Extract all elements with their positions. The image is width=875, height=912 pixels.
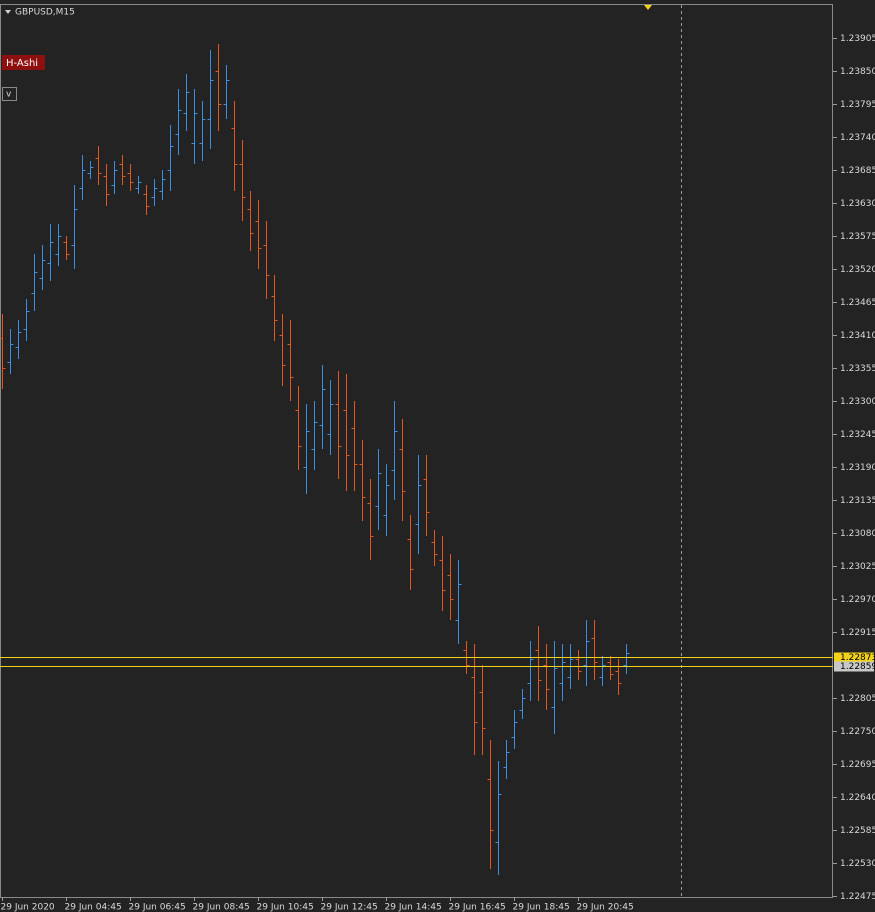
price-label-box	[834, 652, 874, 663]
y-tick-label: 1.23850	[840, 67, 875, 77]
y-tick-label: 1.22475	[840, 892, 875, 902]
x-tick-label: 29 Jun 2020	[1, 903, 55, 912]
indicator-label[interactable]: H-Ashi	[6, 58, 38, 69]
y-tick-label: 1.22750	[840, 727, 875, 737]
x-tick-label: 29 Jun 18:45	[513, 903, 570, 912]
indicator-badge[interactable]	[2, 55, 45, 70]
plot-frame	[0, 4, 833, 898]
y-tick-label: 1.23795	[840, 100, 875, 110]
y-tick-label: 1.22585	[840, 826, 875, 836]
y-tick-label: 1.22915	[840, 628, 875, 638]
x-tick-label: 29 Jun 08:45	[193, 903, 250, 912]
price-label: 1.22873	[840, 653, 875, 663]
shift-marker[interactable]	[644, 5, 652, 10]
y-tick-label: 1.23025	[840, 562, 875, 572]
y-tick-label: 1.23135	[840, 496, 875, 506]
y-tick-label: 1.23355	[840, 364, 875, 374]
menu-button-label[interactable]: v	[6, 90, 12, 100]
x-tick-label: 29 Jun 20:45	[577, 903, 634, 912]
y-tick-label: 1.23630	[840, 199, 875, 209]
y-tick-label: 1.23740	[840, 133, 875, 143]
y-tick-label: 1.22805	[840, 694, 875, 704]
price-label: 1.22859	[840, 662, 875, 672]
y-tick-label: 1.22970	[840, 595, 875, 605]
y-tick-label: 1.23190	[840, 463, 875, 473]
x-tick-label: 29 Jun 10:45	[257, 903, 314, 912]
x-tick-label: 29 Jun 12:45	[321, 903, 378, 912]
x-tick-label: 29 Jun 06:45	[129, 903, 186, 912]
y-tick-label: 1.23575	[840, 232, 875, 242]
y-tick-label: 1.22695	[840, 760, 875, 770]
y-tick-label: 1.23080	[840, 529, 875, 539]
y-tick-label: 1.23685	[840, 166, 875, 176]
y-tick-label: 1.23905	[840, 34, 875, 44]
symbol-label: GBPUSD,M15	[15, 8, 75, 18]
y-tick-label: 1.22640	[840, 793, 875, 803]
price-label-box	[834, 661, 874, 672]
symbol-menu-arrow[interactable]	[5, 10, 11, 14]
y-tick-label: 1.23245	[840, 430, 875, 440]
y-tick-label: 1.23465	[840, 298, 875, 308]
y-tick-label: 1.23300	[840, 397, 875, 407]
y-tick-label: 1.23410	[840, 331, 875, 341]
menu-button[interactable]	[2, 87, 17, 101]
y-tick-label: 1.22530	[840, 859, 875, 869]
x-tick-label: 29 Jun 16:45	[449, 903, 506, 912]
x-tick-label: 29 Jun 04:45	[65, 903, 122, 912]
y-tick-label: 1.23520	[840, 265, 875, 275]
x-tick-label: 29 Jun 14:45	[385, 903, 442, 912]
